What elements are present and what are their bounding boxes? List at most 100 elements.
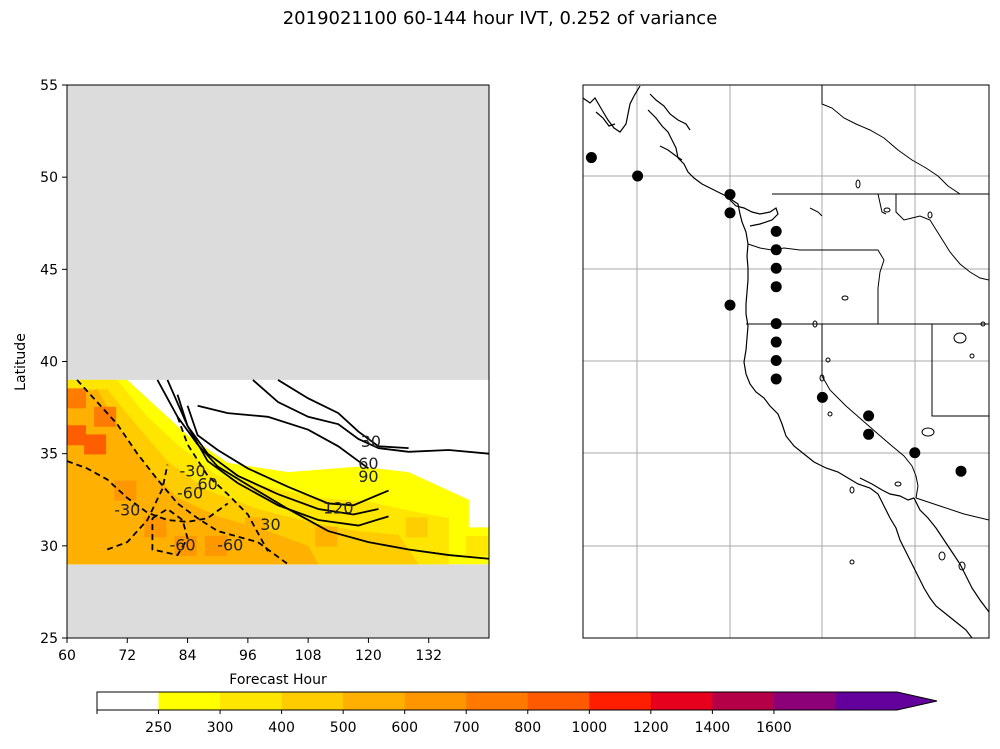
colorbar-tick-label: 700 — [453, 720, 480, 736]
contour-label: -60 — [217, 535, 243, 554]
x-tick-label: 108 — [295, 648, 322, 664]
y-tick-label: 30 — [40, 539, 58, 555]
station-marker — [770, 262, 782, 274]
state-borders — [746, 85, 989, 521]
station-marker — [724, 299, 736, 311]
contour-label: 60 — [197, 475, 217, 494]
contour-label: 120 — [323, 498, 354, 517]
station-marker — [494, 115, 505, 126]
colorbar-segment — [281, 692, 344, 710]
colorbar-tick-label: 300 — [207, 720, 234, 736]
x-tick-label: 72 — [118, 648, 136, 664]
contour-line — [76, 379, 289, 565]
station-marker — [770, 373, 782, 385]
colorbar-frame — [96, 691, 938, 711]
contour-label: -60 — [177, 484, 203, 503]
contour-line — [197, 404, 369, 470]
contour-line — [67, 460, 229, 523]
colorbar-tick-label: 1000 — [571, 720, 607, 736]
colorbar-segment — [220, 692, 283, 710]
ivt-cell — [244, 517, 267, 538]
colorbar-segment — [773, 692, 836, 710]
station-marker — [770, 225, 782, 237]
colorbar-tick-label: 1600 — [756, 720, 792, 736]
coastline — [583, 85, 989, 638]
x-tick-label: 96 — [239, 648, 257, 664]
ivt-cell — [204, 535, 227, 556]
colorbar-segment — [97, 692, 160, 710]
x-tick-label: 60 — [58, 648, 76, 664]
ivt-cell — [114, 480, 137, 501]
station-marker — [770, 336, 782, 348]
y-tick-label: 45 — [40, 262, 58, 278]
map-frame — [582, 84, 990, 639]
colorbar-tick-label: 800 — [514, 720, 541, 736]
lakes — [809, 179, 986, 571]
ivt-cell — [84, 434, 107, 455]
station-marker — [909, 447, 921, 459]
contour-line — [277, 379, 409, 450]
colorbar-tick-label: 1400 — [695, 720, 731, 736]
station-marker — [816, 391, 828, 403]
contour-line — [176, 416, 269, 552]
contour-line — [106, 464, 169, 551]
ivt-cell — [67, 388, 86, 409]
ivt-cell — [405, 517, 428, 538]
colorbar-extend-arrow — [897, 692, 937, 710]
station-marker — [724, 207, 736, 219]
y-tick-label: 55 — [40, 78, 58, 94]
figure-title: 2019021100 60-144 hour IVT, 0.252 of var… — [282, 8, 718, 29]
y-tick-label: 50 — [40, 170, 58, 186]
station-marker — [632, 170, 644, 182]
y-tick-label: 40 — [40, 355, 58, 371]
station-marker — [955, 465, 967, 477]
y-tick-label: 25 — [40, 631, 58, 647]
contour-line — [186, 405, 389, 507]
contour-line — [176, 394, 379, 516]
ivt-fill-500 — [67, 389, 319, 565]
colorbar-segment — [466, 692, 529, 710]
colorbar-tick-label: 600 — [391, 720, 418, 736]
station-marker — [724, 188, 736, 200]
colorbar-segment — [712, 692, 775, 710]
station-marker — [770, 355, 782, 366]
station-marker — [863, 410, 875, 422]
colorbar-tick-label: 500 — [330, 720, 357, 736]
colorbar-segment — [158, 692, 221, 710]
ivt-cell — [174, 535, 197, 556]
station-marker — [540, 134, 551, 145]
station-marker — [770, 281, 782, 293]
colorbar-segment — [527, 692, 590, 710]
contour-label: -30 — [114, 500, 140, 519]
station-marker — [770, 244, 782, 256]
contour-label: -30 — [180, 462, 206, 481]
contour-label: 60 — [358, 454, 378, 473]
ivt-cell — [94, 406, 117, 427]
station-marker — [863, 428, 875, 440]
colorbar-segment — [835, 692, 898, 710]
colorbar-tick-label: 400 — [268, 720, 295, 736]
contour-label: 90 — [358, 467, 378, 486]
colorbar-segment — [343, 692, 406, 710]
ivt-cell — [144, 517, 167, 538]
contour-label: -60 — [169, 535, 195, 554]
x-tick-label: 120 — [355, 648, 382, 664]
y-axis-label: Latitude — [13, 333, 29, 391]
contour-label: 30 — [361, 432, 381, 451]
colorbar-segment — [589, 692, 652, 710]
y-tick-label: 35 — [40, 447, 58, 463]
contour-label: 30 — [260, 515, 280, 534]
colorbar-segment — [650, 692, 713, 710]
station-marker — [770, 318, 782, 330]
contour-line — [252, 379, 489, 455]
ivt-colorbar: 250 300 400 500 600 700 800 1000 1200 1400 1600 — [96, 691, 938, 736]
x-axis-label: Forecast Hour — [229, 672, 327, 688]
station-map-panel — [494, 84, 990, 639]
contour-line — [151, 507, 189, 557]
ivt-cell — [465, 535, 488, 556]
x-tick-label: 132 — [415, 648, 442, 664]
station-marker — [585, 152, 597, 164]
colorbar-tick-label: 250 — [145, 720, 172, 736]
